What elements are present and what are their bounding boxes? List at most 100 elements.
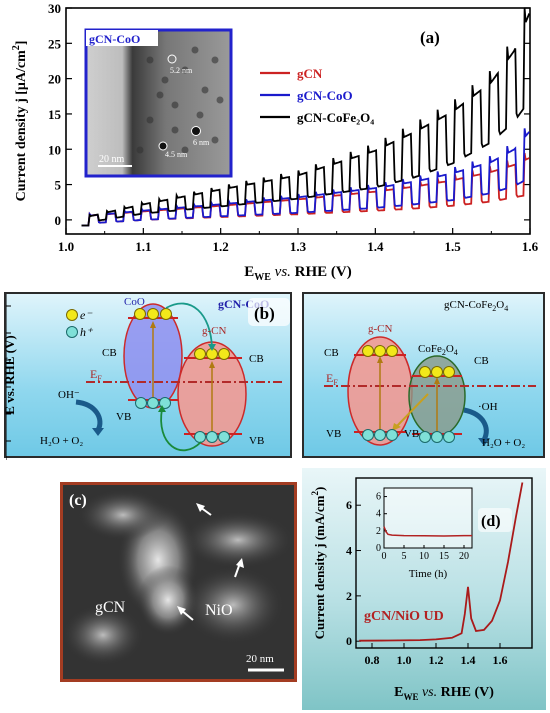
tem-particle [191,46,199,54]
tem-particle [146,56,154,64]
inset-size-annotation-2: 6 nm [193,138,210,147]
d-x-tick-label: 0.8 [365,653,380,667]
panel-d-chart: 0.8 1.0 1.2 1.4 1.6 0 2 4 6 0 5 10 15 20 0 2 4 6 (d) gCN… [302,468,546,710]
tem-particle [181,66,189,74]
tem-particle [171,101,179,109]
a-series-line-2 [81,8,531,227]
a-y-tick-label: 25 [48,36,62,51]
tem-particle [196,111,204,119]
product-label-right: H₂O + O₂ [482,437,525,449]
coo-label: CoO [124,296,145,308]
panel-d-x-axis-label: EWE vs. RHE (V) [394,685,494,702]
panel-b-y-axis-label-wrap: E vs. RHE (V) [2,335,17,414]
d-y-tick-label: 4 [346,544,352,558]
vb-label-coo: VB [116,411,131,423]
panel-b-y-axis-label: E vs. RHE (V) [2,335,17,414]
panel-d-curves [359,482,524,642]
d-inset-x-tick-label: 15 [439,551,449,562]
cb-label-cofe2o4: CB [474,355,489,367]
d-inset-y-tick-label: 6 [376,492,381,503]
a-series-line-1 [81,128,530,227]
a-y-tick-label: 5 [55,178,62,193]
a-y-tick-label: 10 [48,142,61,157]
oh-label-right: ·OH [478,401,498,413]
d-inset-x-tick-label: 20 [459,551,469,562]
panel-b-right-svg: gCN-CoFe2O4 g-CN CoFe2O4 CB CB VB VB EF … [324,299,536,449]
electrons-cofe2o4 [419,366,455,378]
ef-label-left: EF [90,367,102,383]
cb-label-gcn-right: CB [324,347,339,359]
a-y-tick-label: 0 [55,213,62,228]
tem-particle [216,96,224,104]
inset-label: gCN-CoO [89,32,140,46]
tem-particle [146,116,154,124]
legend-gcn-coo: gCN-CoO [297,88,353,103]
panel-d-inset-axes: 0 5 10 15 20 0 2 4 6 [376,492,469,562]
d-inset-x-tick-label: 0 [382,551,387,562]
d-inset-x-tick-label: 5 [402,551,407,562]
d-y-tick-label: 2 [346,589,352,603]
d-x-tick-label: 1.0 [397,653,412,667]
panel-d-label: (d) [481,513,501,530]
a-x-tick-label: 1.0 [58,239,74,254]
d-y-tick-label: 6 [346,498,352,512]
panel-b-left-diagram: -2-10123 e⁻ h⁺ CoO gCN-CoO g-CN CB CB VB… [0,292,292,460]
tem-particle [201,86,209,94]
panel-a-y-axis-label: Current density j [μA/cm2] [11,41,29,202]
a-x-tick-label: 1.3 [290,239,307,254]
a-x-tick-label: 1.4 [367,239,384,254]
d-x-tick-label: 1.6 [493,653,508,667]
panel-a-label: (a) [420,28,440,47]
panel-a-chart: 1.0 1.1 1.2 1.3 1.4 1.5 1.6 0 5 10 15 20 25 30 (a) Cu… [11,1,539,283]
tem-particle [171,126,179,134]
legend-electron-label: e⁻ [80,308,93,322]
a-y-tick-label: 15 [48,107,62,122]
panel-a-tem-inset: gCN-CoO 5.2 nm 6 nm 4.5 nm 20 nm [84,28,233,178]
inset-scalebar: 20 nm [99,154,125,165]
d-inset-y-tick-label: 2 [376,526,381,537]
panel-d-inset-frame [383,487,473,549]
panel-c-svg: (c) gCN NiO 20 nm [63,485,294,679]
holes-gcn [194,431,230,443]
inset-size-annotation-1: 5.2 nm [170,66,193,75]
gcn-region-label: gCN [95,599,126,616]
tem-particle [136,146,144,154]
panel-c-label: (c) [69,492,87,509]
tem-particle [156,91,164,99]
d-inset-x-tick-label: 10 [419,551,429,562]
panel-d-inset-x-axis-label: Time (h) [409,568,448,580]
panel-a-legend: gCN gCN-CoO gCN-CoFe₂O₄ [260,66,374,125]
panel-d-plot-frame [355,477,533,649]
panel-c-tem-image: (c) gCN NiO 20 nm [60,482,297,682]
a-x-tick-label: 1.1 [135,239,151,254]
panel-a-x-axis-label: EWE vs. RHE (V) [244,264,352,283]
vb-label-gcn: VB [249,435,264,447]
tem-particle [211,56,219,64]
a-x-tick-label: 1.6 [522,239,539,254]
cb-label-coo: CB [102,347,117,359]
panel-b-right-diagram: gCN-CoFe2O4 g-CN CoFe2O4 CB CB VB VB EF … [302,292,545,458]
vb-label-gcn-right: VB [326,428,341,440]
d-x-tick-label: 1.4 [461,653,476,667]
electrons-coo [134,308,172,320]
vb-label-cofe2o4: VB [404,428,419,440]
tem-particle [161,76,169,84]
d-inset-y-tick-label: 4 [376,509,381,520]
tem-particle [211,136,219,144]
a-x-tick-label: 1.2 [213,239,229,254]
cofe2o4-label: CoFe2O4 [418,343,458,357]
gcn-cofe2o4-title: gCN-CoFe2O4 [444,299,508,313]
holes-cofe2o4 [419,431,455,443]
panel-d-y-axis-label: Current density j (mA/cm2) [310,487,327,640]
nio-region-label: NiO [205,602,233,619]
holes-coo [135,397,171,409]
d-inset-line [383,526,472,537]
legend-gcn-cofe2o4: gCN-CoFe₂O₄ [297,110,374,125]
electrons-gcn-right [362,345,398,357]
product-label-left: H₂O + O₂ [40,435,83,447]
panel-d-axes: 0.8 1.0 1.2 1.4 1.6 0 2 4 6 [346,498,508,667]
panel-b-left-svg: -2-10123 e⁻ h⁺ CoO gCN-CoO g-CN CB CB VB… [0,294,284,460]
tem-nanoparticles [136,46,224,154]
gcn-label-right: g-CN [368,323,393,335]
electrons-gcn [194,348,230,360]
